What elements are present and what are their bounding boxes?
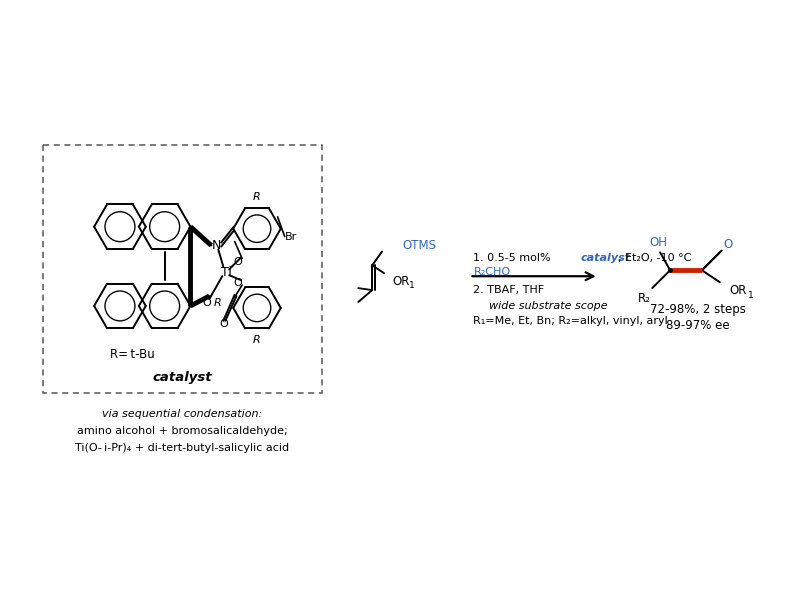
Text: R₂: R₂ <box>638 292 650 305</box>
Text: R: R <box>253 335 261 344</box>
Text: Ti(O- ​i​-Pr)₄ + di-​tert​-butyl-salicylic acid: Ti(O- ​i​-Pr)₄ + di-​tert​-butyl-salicyl… <box>75 443 290 452</box>
Text: 1: 1 <box>747 290 754 299</box>
Text: 72-98%, 2 steps: 72-98%, 2 steps <box>650 304 746 316</box>
Text: 89-97% ee: 89-97% ee <box>666 319 730 332</box>
Text: Br: Br <box>285 232 297 242</box>
Text: R: R <box>214 298 222 308</box>
Text: via sequential condensation:: via sequential condensation: <box>102 409 262 419</box>
Text: 2. TBAF, THF: 2. TBAF, THF <box>474 285 545 295</box>
Text: R₁=Me, Et, Bn; R₂=alkyl, vinyl, aryl: R₁=Me, Et, Bn; R₂=alkyl, vinyl, aryl <box>474 316 668 326</box>
Text: OH: OH <box>649 236 667 249</box>
Text: O: O <box>234 278 242 288</box>
Text: , Et₂O, -10 °C: , Et₂O, -10 °C <box>618 253 692 263</box>
Text: O: O <box>723 238 732 251</box>
Text: R= t-Bu: R= t-Bu <box>110 348 154 361</box>
Text: Ti: Ti <box>221 266 232 279</box>
Text: N: N <box>211 239 221 252</box>
Text: R₂CHO: R₂CHO <box>474 267 510 277</box>
Text: catalyst: catalyst <box>581 253 631 263</box>
Text: O: O <box>234 257 242 268</box>
Text: 1. 0.5-5 mol%: 1. 0.5-5 mol% <box>474 253 554 263</box>
Text: R: R <box>253 192 261 202</box>
Text: O: O <box>219 319 228 329</box>
Text: wide substrate scope: wide substrate scope <box>490 301 608 311</box>
Text: amino alcohol + bromosalicaldehyde;: amino alcohol + bromosalicaldehyde; <box>78 426 288 436</box>
Text: OTMS: OTMS <box>402 239 436 252</box>
Text: catalyst: catalyst <box>153 371 212 384</box>
Text: OR: OR <box>392 275 410 287</box>
Text: OR: OR <box>730 284 747 296</box>
Text: 1: 1 <box>409 281 414 290</box>
Text: O: O <box>202 298 210 308</box>
